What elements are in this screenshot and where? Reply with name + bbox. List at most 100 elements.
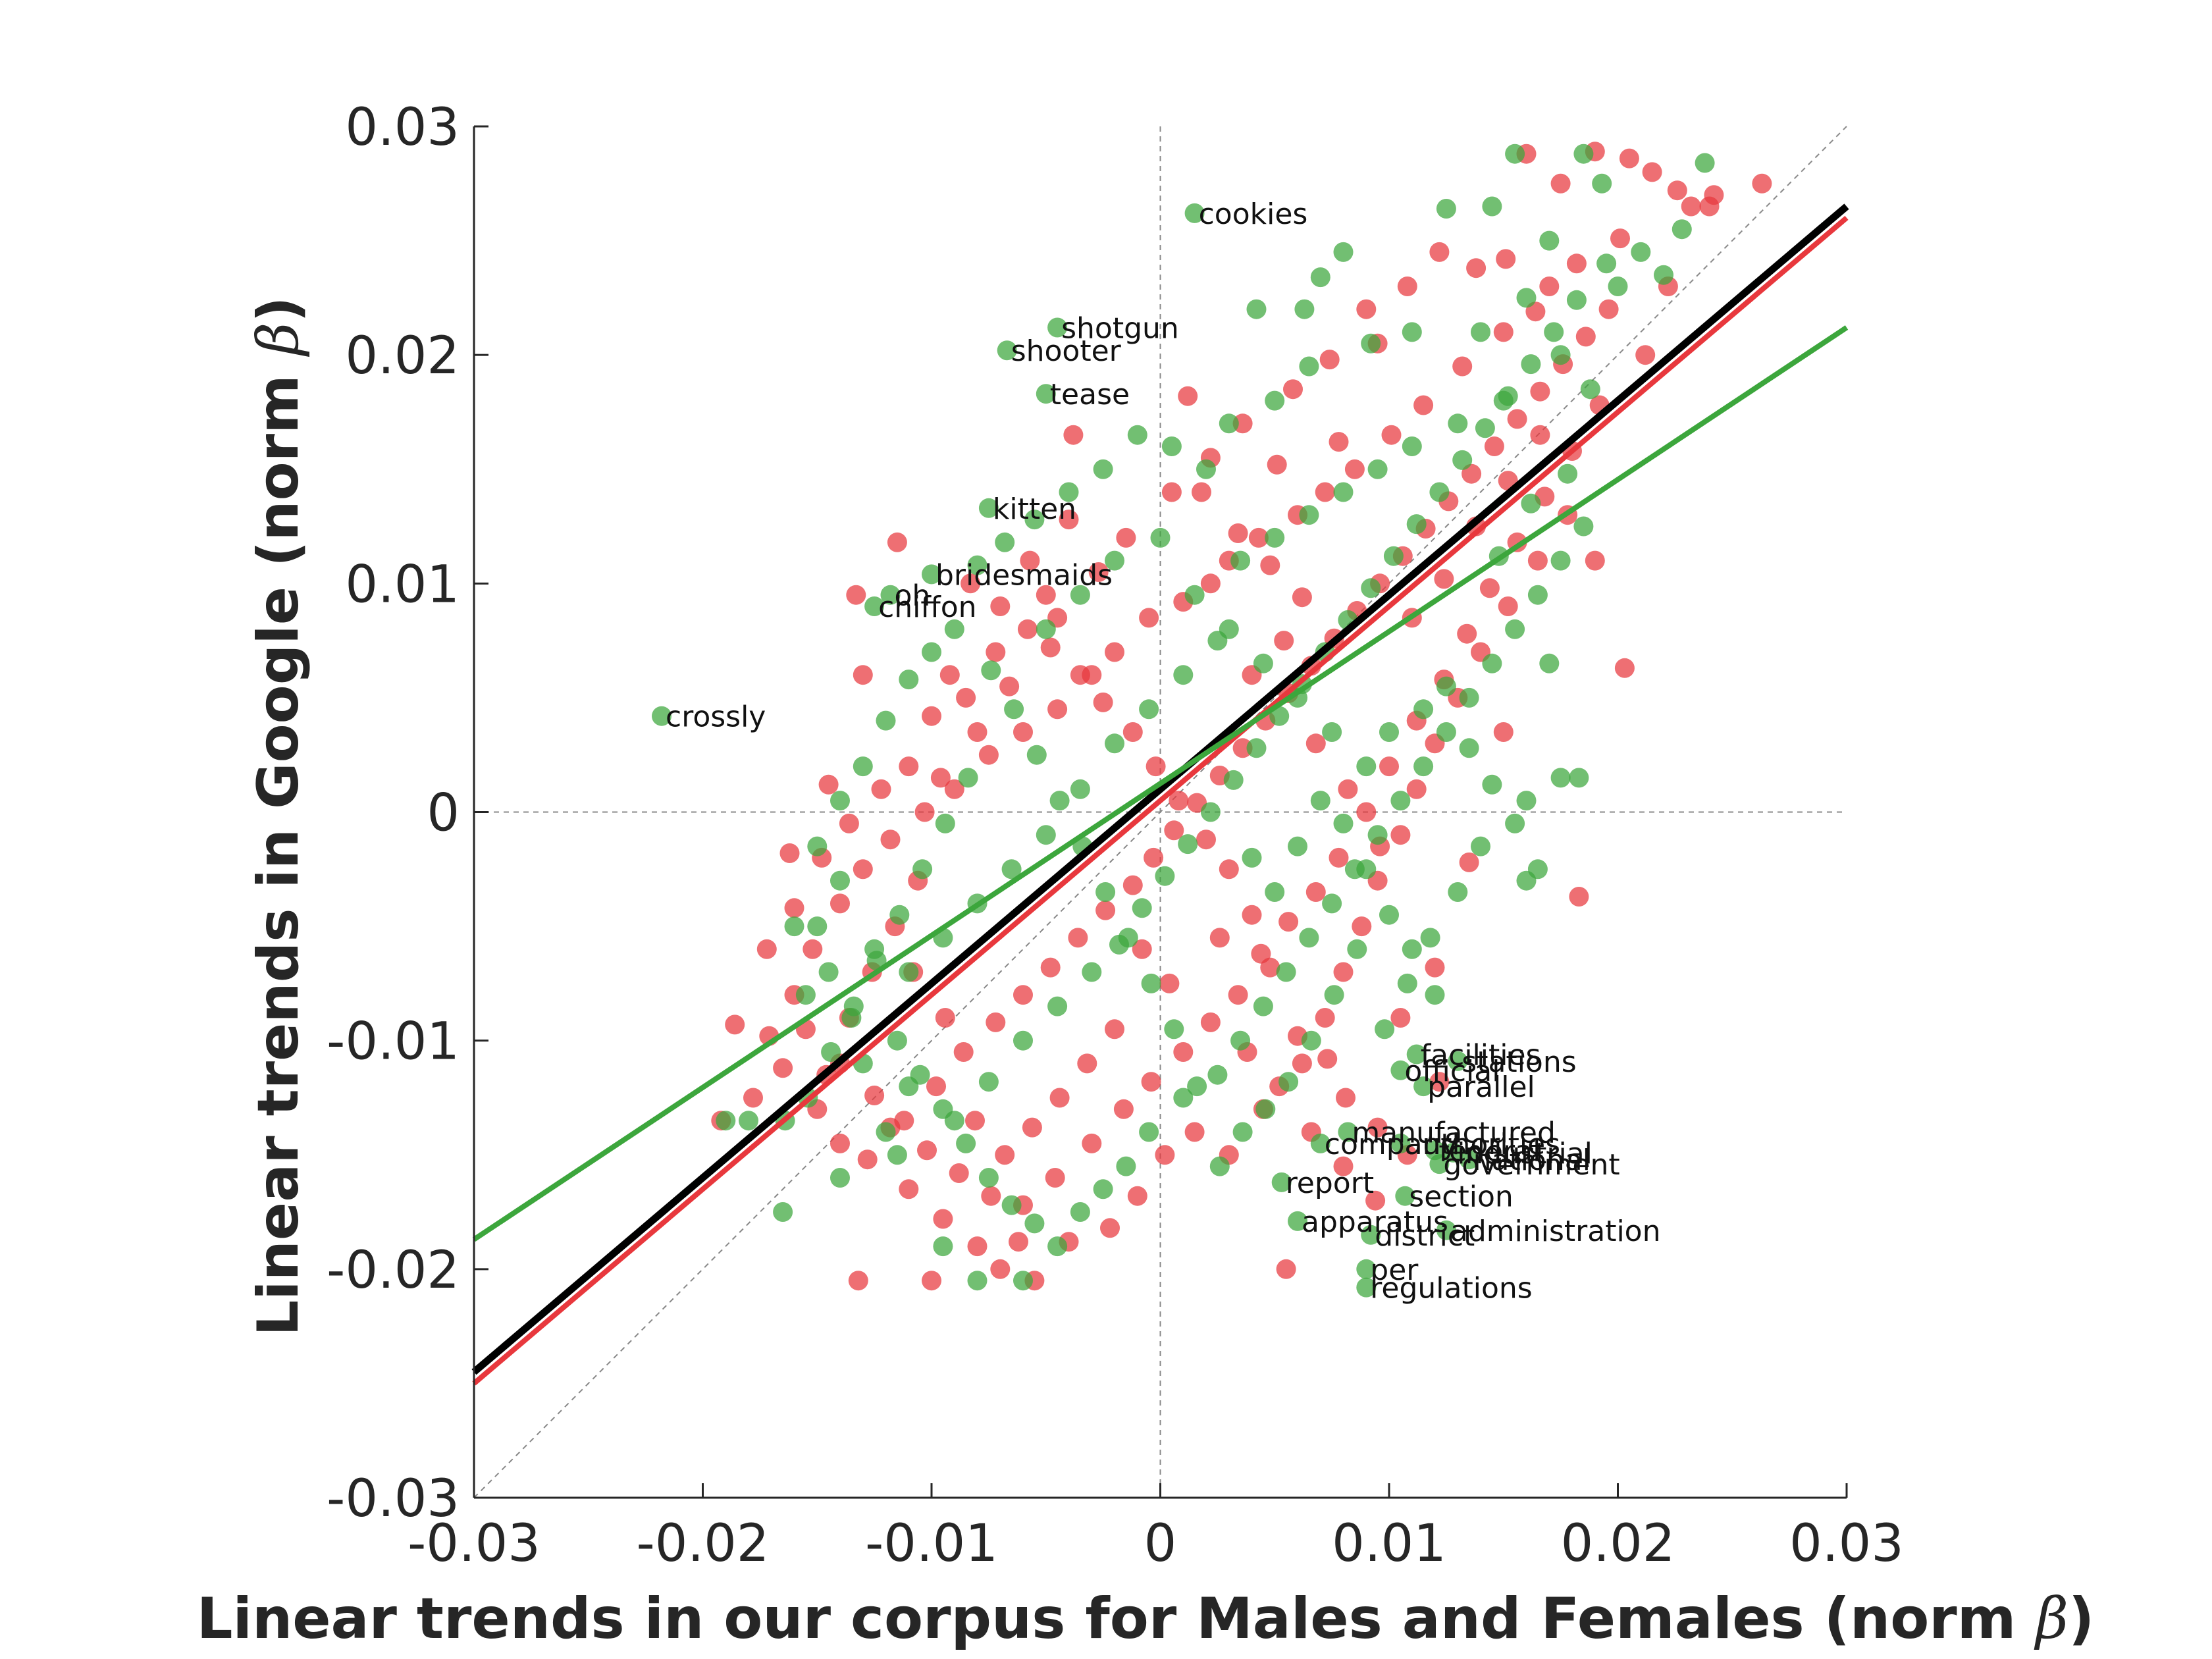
scatter-point	[1082, 1133, 1102, 1153]
scatter-point	[1413, 756, 1434, 777]
scatter-point	[1493, 722, 1514, 742]
scatter-point	[1184, 203, 1205, 223]
scatter-point	[1429, 1154, 1450, 1174]
scatter-point	[1132, 898, 1152, 918]
scatter-point	[1283, 379, 1303, 400]
scatter-point	[1017, 619, 1038, 639]
scatter-point	[773, 1202, 793, 1222]
scatter-point	[779, 843, 800, 863]
scatter-point	[864, 1086, 885, 1105]
scatter-point	[1200, 1012, 1221, 1032]
scatter-point	[1642, 162, 1662, 182]
scatter-point	[830, 893, 850, 914]
scatter-point	[1459, 738, 1479, 758]
scatter-point	[1150, 527, 1171, 548]
scatter-point	[922, 642, 941, 662]
scatter-point	[1070, 1202, 1090, 1222]
scatter-point	[1695, 153, 1715, 173]
scatter-point	[1164, 1019, 1184, 1040]
scatter-point	[1209, 928, 1230, 948]
scatter-point	[1395, 1186, 1415, 1206]
point-label: national	[1473, 1144, 1591, 1177]
scatter-point	[1013, 722, 1033, 742]
scatter-point	[853, 859, 873, 880]
scatter-point	[1001, 1195, 1022, 1215]
scatter-point	[1425, 985, 1445, 1005]
scatter-point	[922, 1271, 941, 1291]
scatter-point	[1113, 1099, 1134, 1119]
scatter-point	[1530, 425, 1550, 445]
scatter-point	[1299, 928, 1319, 948]
scatter-point	[1265, 882, 1285, 902]
scatter-point	[1324, 985, 1344, 1005]
scatter-point	[1049, 791, 1070, 811]
scatter-point	[1356, 859, 1377, 880]
point-label: per	[1370, 1253, 1419, 1287]
scatter-point	[978, 1168, 999, 1188]
scatter-point	[1260, 555, 1280, 575]
scatter-point	[1292, 587, 1312, 608]
scatter-point	[967, 555, 988, 575]
point-label: bridesmaids	[935, 558, 1113, 592]
scatter-point	[876, 1122, 896, 1142]
scatter-point	[1367, 1117, 1388, 1138]
scatter-point	[1539, 276, 1560, 296]
scatter-point	[1475, 418, 1495, 438]
scatter-point	[1036, 585, 1056, 605]
scatter-point	[1459, 687, 1479, 708]
scatter-point	[1267, 454, 1287, 475]
scatter-point	[652, 706, 672, 726]
scatter-point	[1527, 550, 1548, 571]
scatter-point	[1219, 859, 1239, 880]
scatter-point	[1505, 813, 1525, 833]
scatter-point	[1045, 1168, 1065, 1188]
scatter-point	[990, 1259, 1011, 1279]
fit-line-female	[472, 215, 1849, 1386]
scatter-point	[1390, 1008, 1411, 1028]
scatter-point	[899, 1076, 919, 1097]
scatter-point	[1141, 1072, 1161, 1092]
scatter-point	[743, 1088, 763, 1108]
scatter-point	[1452, 356, 1473, 377]
scatter-point	[1278, 912, 1299, 932]
scatter-point	[1347, 939, 1367, 959]
scatter-point	[1505, 619, 1525, 639]
scatter-point	[922, 706, 941, 726]
scatter-point	[1161, 436, 1182, 456]
scatter-point	[1105, 550, 1124, 571]
scatter-point	[917, 1140, 937, 1161]
scatter-point	[1004, 699, 1024, 720]
scatter-point	[1068, 928, 1088, 948]
scatter-point	[912, 859, 933, 880]
scatter-point	[1276, 962, 1296, 982]
scatter-point	[1379, 756, 1399, 777]
point-label: authorities	[1404, 1128, 1560, 1161]
scatter-point	[1322, 893, 1342, 914]
scatter-point	[1077, 1053, 1097, 1074]
scatter-point	[1379, 722, 1399, 742]
x-tick-label: 0.01	[1332, 1514, 1446, 1573]
scatter-point	[848, 1271, 868, 1291]
scatter-point	[1093, 459, 1113, 479]
scatter-point	[1070, 665, 1090, 685]
axes: -0.03 -0.02 -0.01 0 0.01 0.02 0.03 -0.03 -0.02 -0…	[327, 98, 1904, 1573]
scatter-point	[1333, 813, 1354, 833]
scatter-point	[899, 1179, 919, 1199]
point-label: manufactured	[1352, 1117, 1556, 1150]
point-label: oh	[895, 579, 931, 613]
scatter-point	[1200, 802, 1221, 822]
scatter-point	[1329, 432, 1349, 452]
scatter-point	[1573, 516, 1594, 537]
scatter-point	[880, 830, 901, 850]
scatter-point	[933, 1236, 953, 1257]
scatter-point	[1173, 665, 1194, 685]
scatter-point	[1367, 825, 1388, 845]
scatter-point	[1082, 962, 1102, 982]
scatter-point	[978, 498, 999, 518]
scatter-point	[1192, 482, 1211, 502]
scatter-point	[1356, 1277, 1377, 1298]
scatter-point	[887, 1030, 907, 1051]
scatter-point	[1566, 253, 1587, 274]
scatter-point	[1155, 866, 1175, 886]
